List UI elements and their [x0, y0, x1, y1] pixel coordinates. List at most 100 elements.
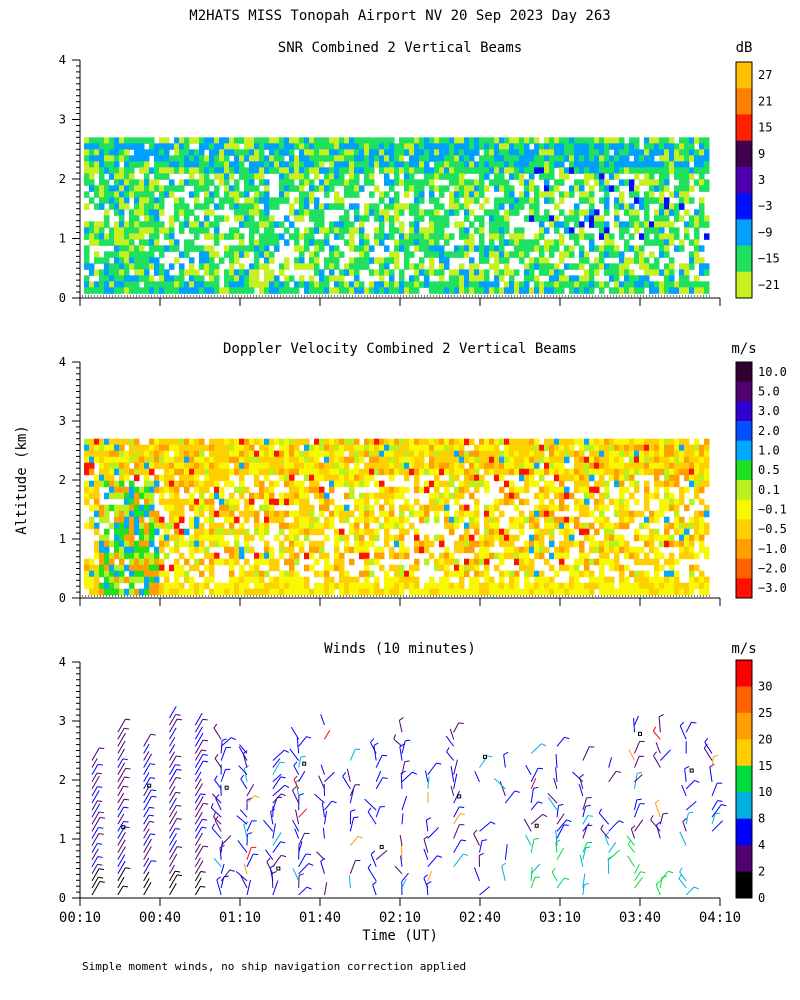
- y-tick-label: 3: [59, 414, 66, 428]
- heat-cell: [499, 570, 505, 578]
- heat-cell: [454, 522, 460, 530]
- heat-cell: [544, 197, 550, 204]
- heat-cell: [629, 516, 635, 524]
- heat-cell: [229, 233, 235, 240]
- heat-cell: [349, 582, 355, 590]
- heat-cell: [179, 474, 185, 482]
- heat-cell: [354, 444, 360, 452]
- heat-cell: [94, 239, 100, 246]
- heat-cell: [514, 570, 520, 578]
- heat-cell: [414, 227, 420, 234]
- heat-cell: [144, 444, 150, 452]
- heat-cell: [329, 179, 335, 186]
- heat-cell: [314, 540, 320, 548]
- heat-cell: [614, 462, 620, 470]
- heat-cell: [604, 504, 610, 512]
- heat-cell: [194, 444, 200, 452]
- heat-cell: [499, 245, 505, 252]
- heat-cell: [469, 287, 475, 294]
- heat-cell: [524, 576, 530, 584]
- heat-cell: [369, 173, 375, 180]
- heat-cell: [574, 438, 580, 446]
- heat-cell: [289, 528, 295, 536]
- heat-cell: [689, 263, 695, 270]
- heat-cell: [544, 149, 550, 156]
- heat-cell: [124, 233, 130, 240]
- heat-cell: [549, 576, 555, 584]
- heat-cell: [619, 269, 625, 276]
- heat-cell: [679, 498, 685, 506]
- heat-cell: [589, 462, 595, 470]
- heat-cell: [254, 263, 260, 270]
- heat-cell: [244, 444, 250, 452]
- heat-cell: [439, 233, 445, 240]
- heat-cell: [489, 245, 495, 252]
- heat-cell: [264, 510, 270, 518]
- heat-cell: [604, 197, 610, 204]
- heat-cell: [499, 215, 505, 222]
- heat-cell: [184, 239, 190, 246]
- heat-cell: [204, 444, 210, 452]
- heat-cell: [139, 269, 145, 276]
- heat-cell: [489, 438, 495, 446]
- heat-cell: [129, 480, 135, 488]
- heat-cell: [494, 197, 500, 204]
- heat-cell: [94, 233, 100, 240]
- heat-cell: [314, 546, 320, 554]
- heat-cell: [344, 227, 350, 234]
- heat-cell: [129, 263, 135, 270]
- heat-cell: [339, 444, 345, 452]
- heat-cell: [359, 534, 365, 542]
- heat-cell: [504, 221, 510, 228]
- heat-cell: [144, 173, 150, 180]
- heat-cell: [559, 287, 565, 294]
- heat-cell: [589, 468, 595, 476]
- heat-cell: [469, 269, 475, 276]
- heat-cell: [339, 456, 345, 464]
- heat-cell: [104, 528, 110, 536]
- heat-cell: [624, 275, 630, 282]
- heat-cell: [394, 576, 400, 584]
- heat-cell: [464, 558, 470, 566]
- heat-cell: [669, 438, 675, 446]
- heat-cell: [214, 552, 220, 560]
- heat-cell: [354, 275, 360, 282]
- heat-cell: [144, 251, 150, 258]
- heat-cell: [339, 287, 345, 294]
- heat-cell: [539, 474, 545, 482]
- heat-cell: [294, 540, 300, 548]
- heat-cell: [149, 522, 155, 530]
- heat-cell: [254, 155, 260, 162]
- heat-cell: [394, 588, 400, 596]
- heat-cell: [464, 239, 470, 246]
- heat-cell: [229, 468, 235, 476]
- heat-cell: [549, 269, 555, 276]
- heat-cell: [199, 540, 205, 548]
- heat-cell: [84, 263, 90, 270]
- heat-cell: [124, 456, 130, 464]
- heat-cell: [224, 191, 230, 198]
- heat-cell: [249, 287, 255, 294]
- heat-cell: [359, 263, 365, 270]
- heat-cell: [294, 161, 300, 168]
- heat-cell: [694, 275, 700, 282]
- heat-cell: [564, 221, 570, 228]
- heat-cell: [319, 281, 325, 288]
- heat-cell: [169, 239, 175, 246]
- heat-cell: [219, 197, 225, 204]
- heat-cell: [659, 438, 665, 446]
- heat-cell: [89, 468, 95, 476]
- heat-cell: [539, 444, 545, 452]
- heat-cell: [179, 480, 185, 488]
- heat-cell: [389, 221, 395, 228]
- y-tick-label: 0: [59, 291, 66, 305]
- heat-cell: [624, 161, 630, 168]
- heat-cell: [559, 462, 565, 470]
- heat-cell: [634, 558, 640, 566]
- heat-cell: [229, 552, 235, 560]
- heat-cell: [679, 155, 685, 162]
- heat-cell: [144, 552, 150, 560]
- heat-cell: [294, 245, 300, 252]
- heat-cell: [349, 444, 355, 452]
- heat-cell: [114, 510, 120, 518]
